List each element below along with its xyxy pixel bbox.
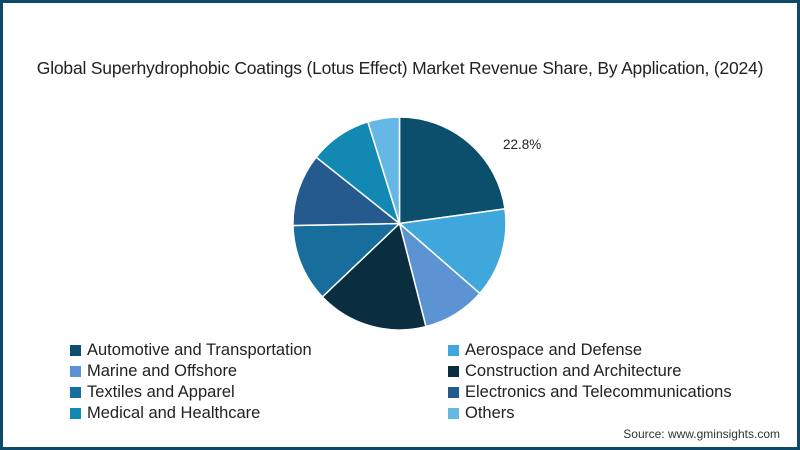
legend-label: Textiles and Apparel — [87, 382, 235, 401]
pie-slice-textiles — [292, 222, 402, 298]
legend-label: Automotive and Transportation — [87, 340, 312, 359]
source-note: Source: www.gminsights.com — [623, 427, 780, 441]
legend-label: Electronics and Telecommunications — [465, 382, 732, 401]
legend-swatch — [70, 344, 81, 356]
legend-label: Aerospace and Defense — [465, 340, 643, 359]
legend-swatch — [448, 344, 459, 356]
legend-item-medical: Medical and Healthcare — [70, 403, 260, 423]
legend-label: Medical and Healthcare — [87, 403, 261, 422]
legend-item-marine: Marine and Offshore — [70, 361, 237, 381]
legend-swatch — [448, 386, 459, 398]
legend-swatch — [448, 365, 459, 377]
pie-slice-construction — [321, 222, 427, 331]
legend-swatch — [70, 407, 81, 419]
pie-slice-aerospace — [397, 207, 507, 295]
pie-slice-others — [366, 116, 401, 224]
pie-slice-electronics — [292, 156, 402, 227]
pie-slice-automotive — [398, 116, 506, 225]
legend-item-automotive: Automotive and Transportation — [70, 340, 312, 360]
legend-item-construction: Construction and Architecture — [448, 361, 681, 381]
legend-swatch — [70, 365, 81, 377]
legend-item-others: Others — [448, 403, 515, 423]
legend-label: Marine and Offshore — [87, 361, 238, 380]
legend-item-electronics: Electronics and Telecommunications — [448, 382, 732, 402]
pie-slices — [292, 116, 507, 331]
legend-item-textiles: Textiles and Apparel — [70, 382, 235, 402]
chart-title: Global Superhydrophobic Coatings (Lotus … — [36, 58, 764, 78]
slice-label-automotive: 22.8% — [503, 137, 541, 152]
legend-swatch — [70, 386, 81, 398]
legend-swatch — [448, 407, 459, 419]
legend-item-aerospace: Aerospace and Defense — [448, 340, 642, 360]
legend-label: Construction and Architecture — [465, 361, 682, 380]
legend-label: Others — [465, 403, 515, 422]
